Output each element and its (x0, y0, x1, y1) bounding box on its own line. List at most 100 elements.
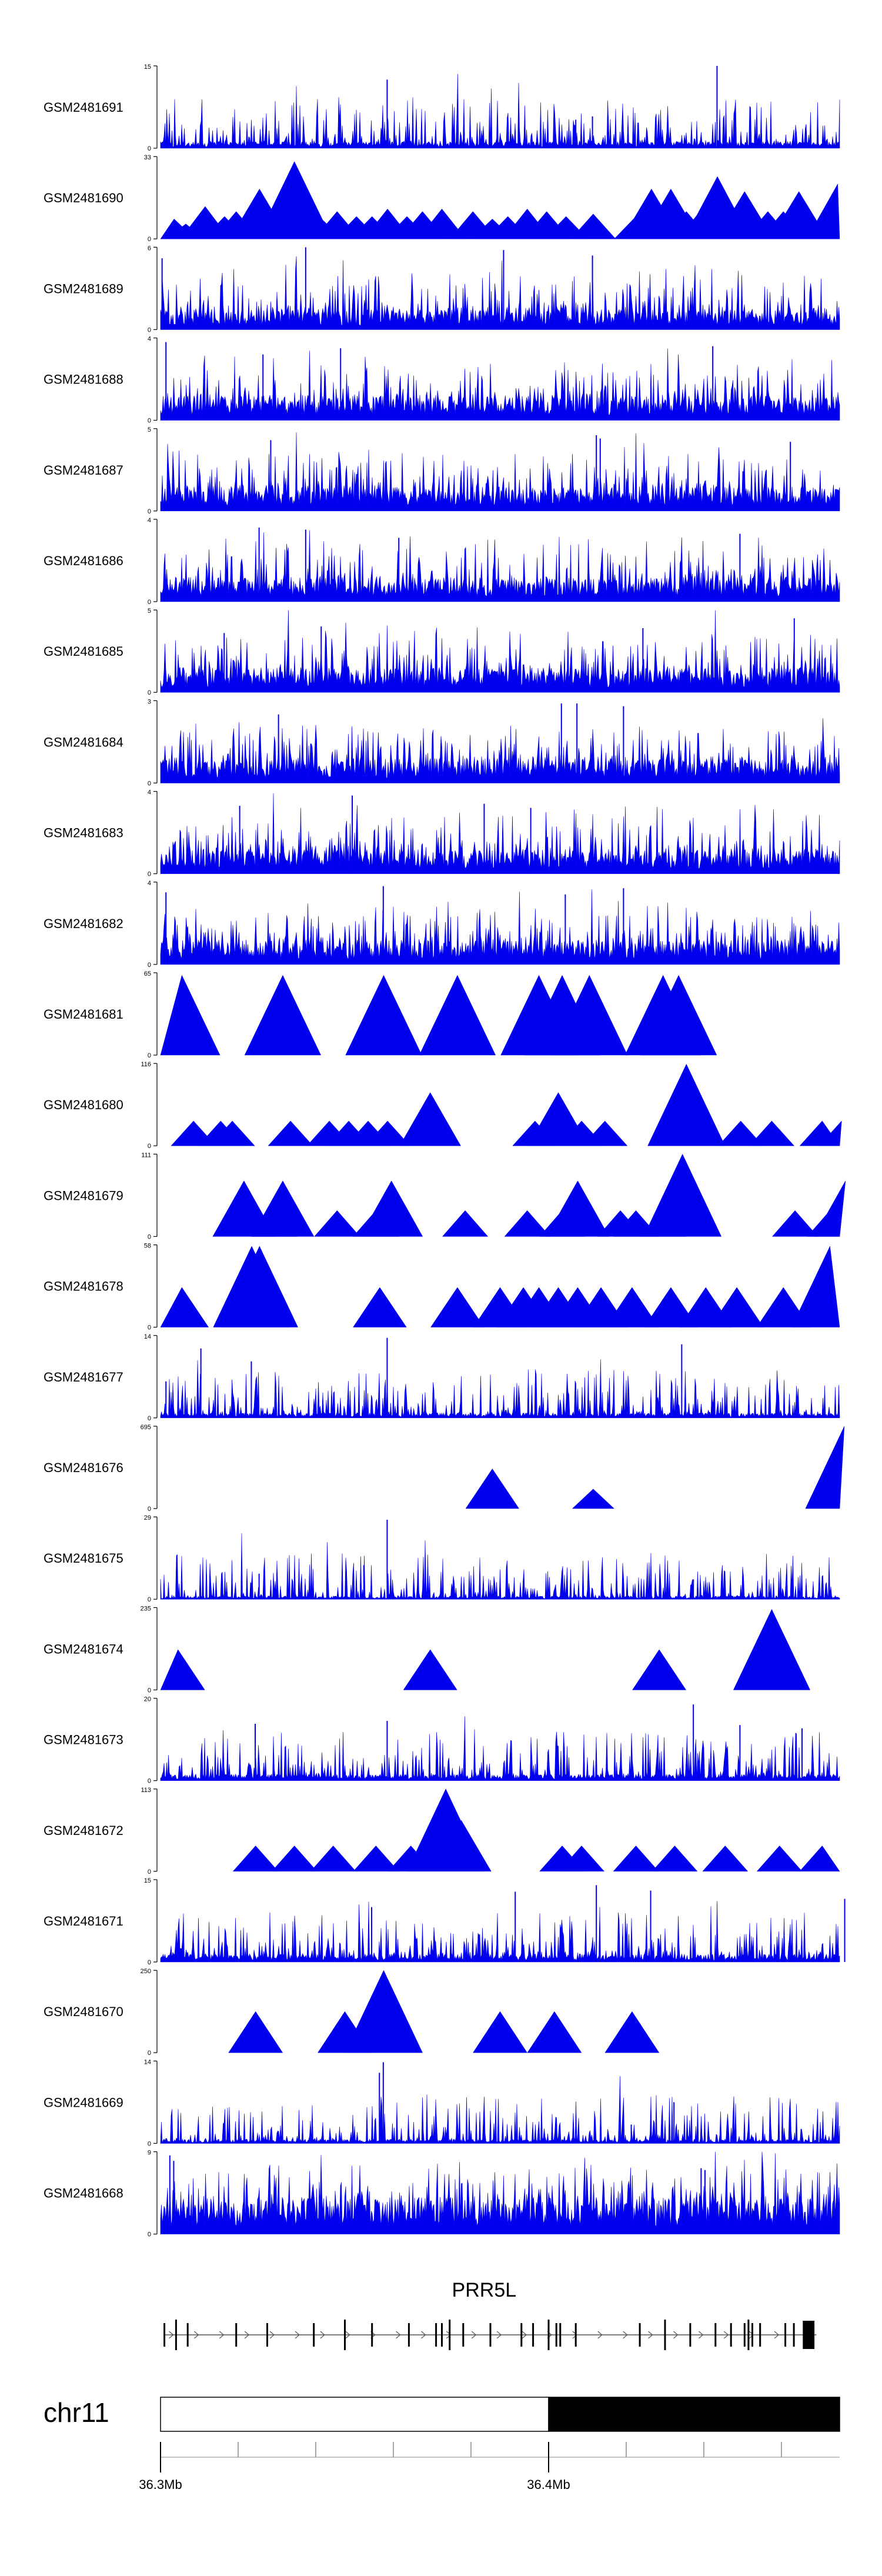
track-GSM2481680: GSM2481680 116 0 (44, 1061, 842, 1150)
chromosome-band-dark (548, 2397, 840, 2432)
gene-exon (747, 2320, 750, 2350)
strand-arrow (774, 2331, 780, 2339)
track-GSM2481676: GSM2481676 695 0 (44, 1424, 845, 1513)
y-max-label: 111 (141, 1152, 151, 1159)
signal-peak (473, 2011, 527, 2053)
gene-exon (743, 2323, 746, 2347)
chromosome-label: chr11 (44, 2397, 109, 2428)
signal-peak (220, 1246, 299, 1327)
track-GSM2481679: GSM2481679 111 0 (44, 1152, 846, 1240)
track-label: GSM2481673 (44, 1733, 123, 1747)
signal-peak (791, 1246, 840, 1327)
gene-exon (751, 2323, 753, 2347)
signal-peak (640, 975, 717, 1056)
strand-arrow (219, 2331, 225, 2339)
track-GSM2481685: GSM2481685 5 0 (44, 608, 840, 696)
signal-peak (546, 1180, 609, 1237)
signal-peak (399, 1092, 461, 1146)
gene-exon (266, 2323, 268, 2347)
y-min-label: 0 (148, 1778, 151, 1785)
track-label: GSM2481685 (44, 644, 123, 659)
signal-peak (647, 1063, 726, 1146)
signal-peak (604, 2011, 660, 2053)
x-tick-label: 36.4Mb (527, 2477, 570, 2492)
y-min-label: 0 (148, 1506, 151, 1513)
signal-peak (160, 1649, 205, 1690)
y-min-label: 0 (148, 1868, 151, 1876)
signal-peak (799, 1846, 840, 1872)
gene-exon (489, 2323, 492, 2347)
strand-arrow (446, 2331, 452, 2339)
y-max-label: 5 (148, 426, 151, 433)
signal-peak (806, 183, 840, 239)
track-label: GSM2481675 (44, 1551, 123, 1566)
y-max-label: 695 (141, 1424, 151, 1431)
signal-area (160, 1533, 840, 1600)
track-GSM2481684: GSM2481684 3 0 (44, 698, 840, 787)
track-label: GSM2481671 (44, 1914, 123, 1928)
gene-exon (462, 2323, 465, 2347)
y-min-label: 0 (148, 145, 151, 152)
signal-area (160, 718, 840, 783)
gene-exon (714, 2323, 717, 2347)
track-GSM2481672: GSM2481672 113 0 (44, 1787, 840, 1876)
y-max-label: 20 (144, 1696, 151, 1703)
gene-exon (639, 2323, 641, 2347)
signal-peak (465, 1469, 520, 1509)
track-label: GSM2481681 (44, 1007, 123, 1022)
signal-peak (771, 1210, 818, 1237)
track-GSM2481673: GSM2481673 20 0 (44, 1696, 840, 1785)
gene-exon (759, 2323, 761, 2347)
track-GSM2481669: GSM2481669 14 0 (44, 2058, 840, 2147)
y-max-label: 14 (144, 1333, 151, 1340)
y-min-label: 0 (148, 236, 151, 243)
gene-exon (344, 2320, 346, 2350)
y-max-label: 14 (144, 2058, 151, 2066)
signal-area (160, 530, 840, 602)
chromosome-track: chr11 36.3Mb 36.4Mb (44, 2397, 840, 2492)
y-max-label: 9 (148, 2150, 151, 2157)
y-min-label: 0 (148, 1687, 151, 1694)
y-max-label: 235 (141, 1605, 151, 1612)
y-min-label: 0 (148, 1324, 151, 1332)
signal-peak (644, 1287, 698, 1327)
strand-arrow (648, 2331, 653, 2339)
strand-arrow (345, 2331, 350, 2339)
strand-arrow (496, 2331, 502, 2339)
gene-exon (313, 2323, 315, 2347)
signal-peak (805, 1426, 845, 1509)
y-min-label: 0 (148, 1959, 151, 1966)
signal-peak (442, 1210, 489, 1237)
strand-arrow (673, 2331, 679, 2339)
track-GSM2481686: GSM2481686 4 0 (44, 517, 840, 606)
signal-peak (345, 1970, 423, 2053)
strand-arrow (244, 2331, 250, 2339)
track-label: GSM2481687 (44, 463, 123, 478)
track-label: GSM2481684 (44, 735, 123, 749)
signal-peak (652, 1846, 698, 1872)
signal-peak (417, 208, 466, 239)
signal-peak (209, 1120, 255, 1146)
signal-peak (310, 1846, 356, 1872)
y-min-label: 0 (148, 599, 151, 606)
y-max-label: 4 (148, 517, 151, 524)
track-GSM2481675: GSM2481675 29 0 (44, 1514, 840, 1603)
y-min-label: 0 (148, 871, 151, 878)
track-label: GSM2481679 (44, 1188, 123, 1203)
track-label: GSM2481677 (44, 1370, 123, 1384)
y-max-label: 6 (148, 245, 151, 252)
track-GSM2481668: GSM2481668 9 0 (44, 2150, 840, 2238)
y-max-label: 116 (141, 1061, 151, 1068)
signal-peak (527, 2011, 582, 2053)
gene-exon (689, 2323, 691, 2347)
strand-arrow (320, 2331, 325, 2339)
signal-peak (353, 1287, 407, 1327)
track-label: GSM2481682 (44, 916, 123, 931)
signal-area (160, 889, 840, 965)
track-GSM2481689: GSM2481689 6 0 (44, 245, 840, 333)
strand-arrow (749, 2331, 754, 2339)
track-label: GSM2481668 (44, 2186, 123, 2201)
y-min-label: 0 (148, 2140, 151, 2147)
track-label: GSM2481674 (44, 1641, 123, 1656)
track-GSM2481671: GSM2481671 15 0 (44, 1877, 846, 1966)
